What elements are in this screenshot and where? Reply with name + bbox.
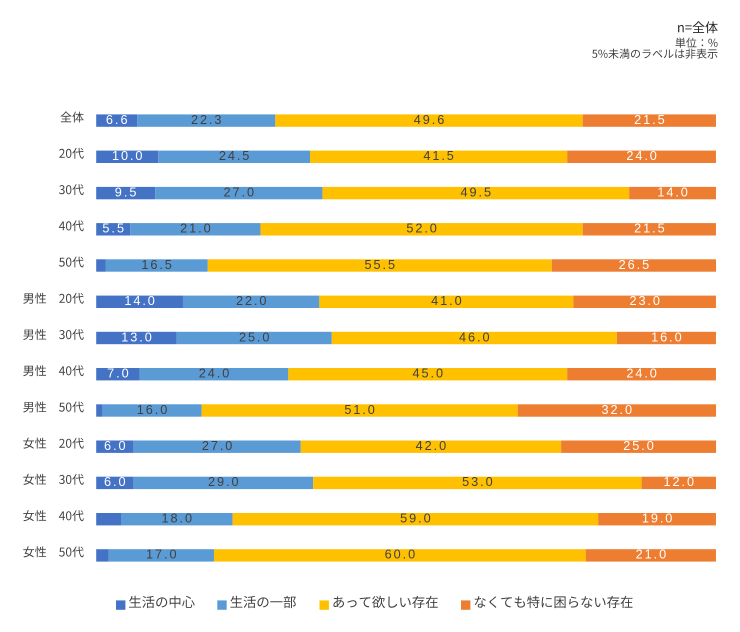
svg-text:16.5: 16.5 — [141, 258, 172, 272]
svg-text:27.0: 27.0 — [202, 439, 233, 453]
svg-text:45.0: 45.0 — [413, 367, 444, 381]
svg-text:16.0: 16.0 — [651, 330, 682, 344]
svg-text:49.5: 49.5 — [461, 185, 492, 199]
svg-text:21.0: 21.0 — [636, 548, 667, 562]
svg-text:21.5: 21.5 — [634, 222, 665, 236]
svg-text:42.0: 42.0 — [416, 439, 447, 453]
svg-text:21.0: 21.0 — [180, 222, 211, 236]
svg-text:29.0: 29.0 — [208, 475, 239, 489]
svg-text:24.0: 24.0 — [626, 367, 657, 381]
svg-text:6.0: 6.0 — [104, 439, 126, 453]
svg-text:21.5: 21.5 — [634, 113, 665, 127]
svg-text:24.5: 24.5 — [219, 149, 250, 163]
svg-text:12.0: 12.0 — [664, 475, 695, 489]
svg-text:10.0: 10.0 — [112, 149, 143, 163]
svg-text:19.0: 19.0 — [642, 512, 673, 526]
svg-text:27.0: 27.0 — [224, 185, 254, 199]
svg-text:22.3: 22.3 — [191, 113, 222, 127]
svg-text:23.0: 23.0 — [629, 294, 660, 308]
svg-text:25.0: 25.0 — [239, 330, 270, 344]
svg-text:53.0: 53.0 — [462, 475, 493, 489]
svg-text:49.6: 49.6 — [414, 113, 445, 127]
svg-text:17.0: 17.0 — [146, 548, 177, 562]
svg-text:9.5: 9.5 — [115, 185, 137, 199]
svg-text:46.0: 46.0 — [459, 330, 490, 344]
svg-text:5.5: 5.5 — [102, 222, 124, 236]
svg-text:55.5: 55.5 — [365, 258, 396, 272]
svg-text:25.0: 25.0 — [623, 439, 654, 453]
svg-text:51.0: 51.0 — [344, 403, 375, 417]
svg-text:32.0: 32.0 — [602, 403, 633, 417]
svg-text:7.0: 7.0 — [107, 367, 129, 381]
svg-text:13.0: 13.0 — [121, 330, 152, 344]
svg-text:52.0: 52.0 — [406, 222, 437, 236]
svg-text:24.0: 24.0 — [199, 367, 230, 381]
svg-text:26.5: 26.5 — [619, 258, 650, 272]
svg-text:41.0: 41.0 — [431, 294, 462, 308]
svg-text:41.5: 41.5 — [423, 149, 454, 163]
svg-text:18.0: 18.0 — [162, 512, 193, 526]
svg-text:14.0: 14.0 — [657, 185, 688, 199]
svg-text:59.0: 59.0 — [400, 512, 431, 526]
svg-text:24.0: 24.0 — [626, 149, 657, 163]
svg-text:60.0: 60.0 — [385, 548, 416, 562]
svg-text:14.0: 14.0 — [124, 294, 155, 308]
svg-text:6.6: 6.6 — [106, 113, 128, 127]
svg-text:6.0: 6.0 — [104, 475, 126, 489]
svg-text:16.0: 16.0 — [137, 403, 168, 417]
svg-text:22.0: 22.0 — [236, 294, 267, 308]
